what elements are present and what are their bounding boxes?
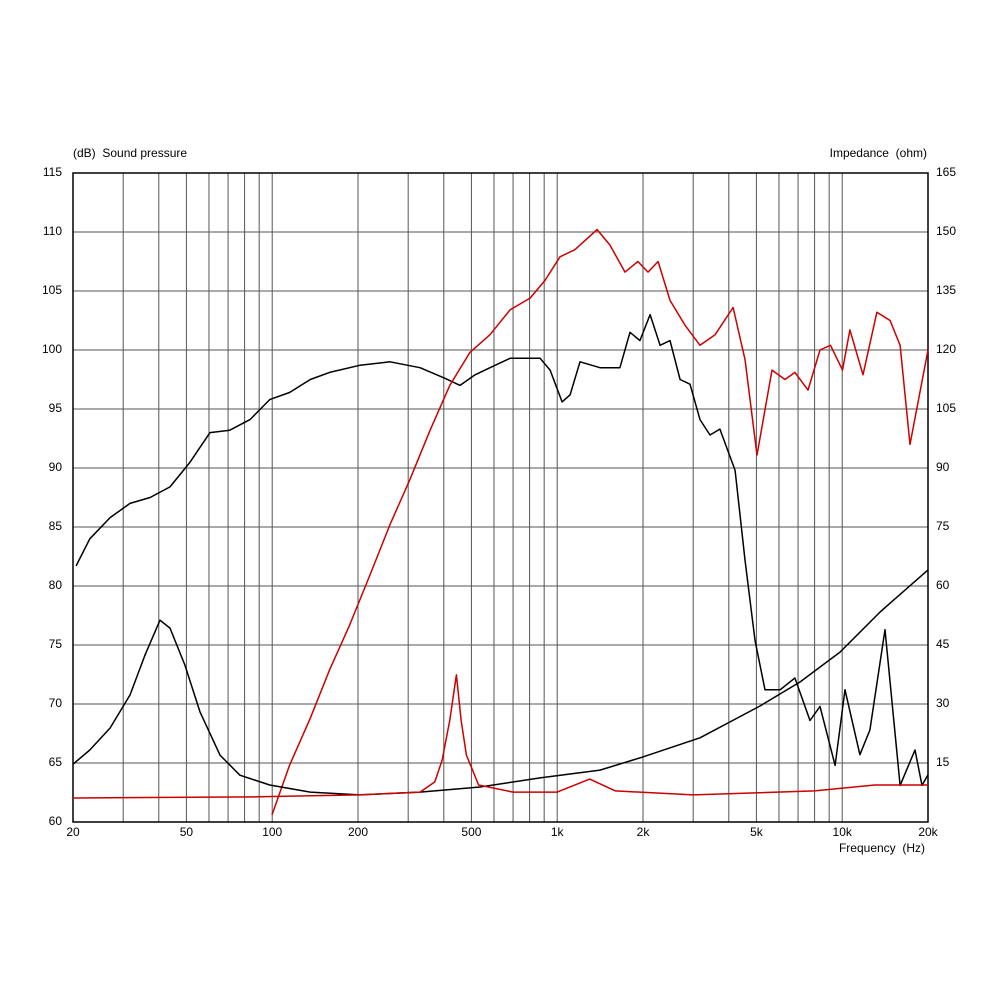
- y-tick-label: 80: [49, 578, 63, 592]
- y2-tick-label: 30: [936, 696, 950, 710]
- plot-frame: [72, 172, 929, 823]
- y2-tick-label: 75: [936, 519, 950, 533]
- y-tick-label: 65: [49, 755, 63, 769]
- y2-tick-label: 120: [936, 342, 956, 356]
- y2-tick-label: 45: [936, 637, 950, 651]
- y2-axis-title: Impedance (ohm): [830, 146, 927, 160]
- y-tick-label: 75: [49, 637, 63, 651]
- x-tick-label: 50: [180, 825, 194, 839]
- y-tick-label: 100: [42, 342, 62, 356]
- x-tick-label: 500: [461, 825, 481, 839]
- y-axis-title: (dB) Sound pressure: [73, 146, 187, 160]
- y-tick-label: 70: [49, 696, 63, 710]
- x-axis-title: Frequency (Hz): [839, 841, 925, 855]
- y-tick-label: 90: [49, 460, 63, 474]
- x-tick-label: 10k: [833, 825, 853, 839]
- y2-tick-label: 60: [936, 578, 950, 592]
- y2-tick-label: 90: [936, 460, 950, 474]
- y2-tick-label: 105: [936, 401, 956, 415]
- y2-tick-label: 150: [936, 224, 956, 238]
- x-tick-label: 20: [66, 825, 80, 839]
- series-line: [75, 313, 929, 787]
- series-line: [72, 674, 928, 799]
- x-tick-label: 5k: [750, 825, 764, 839]
- x-tick-label: 20k: [918, 825, 938, 839]
- x-tick-label: 2k: [637, 825, 651, 839]
- y-tick-label: 60: [49, 814, 63, 828]
- y-tick-label: 95: [49, 401, 63, 415]
- y-tick-label: 105: [42, 283, 62, 297]
- y2-tick-label: 165: [936, 165, 956, 179]
- y2-tick-label: 15: [936, 755, 950, 769]
- x-tick-label: 100: [262, 825, 282, 839]
- y-tick-label: 115: [43, 165, 62, 179]
- series-line: [271, 228, 929, 816]
- x-tick-label: 200: [348, 825, 368, 839]
- y-tick-label: 110: [43, 224, 62, 238]
- series-line: [72, 569, 929, 796]
- x-tick-label: 1k: [551, 825, 565, 839]
- y2-tick-label: 135: [936, 283, 956, 297]
- y-tick-label: 85: [49, 519, 63, 533]
